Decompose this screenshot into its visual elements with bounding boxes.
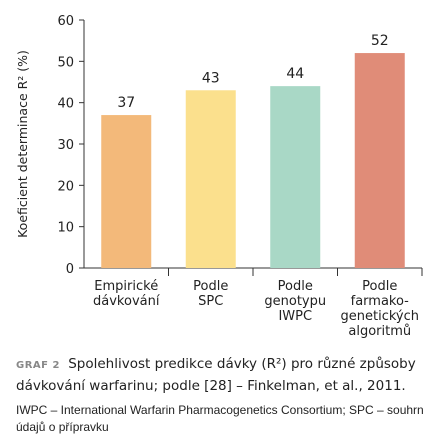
y-axis-label: Koeficient determinace R² (%) [15,50,30,238]
bar-value-label: 44 [286,66,304,82]
value-labels: 37 43 44 52 [117,33,388,111]
caption-tag: GRAF 2 [16,360,60,371]
y-tick-label: 40 [57,97,74,112]
bar [354,53,405,268]
x-category-label: genotypu [264,294,326,309]
bars [101,53,405,269]
y-tick-label: 50 [57,55,74,70]
x-category-label: genetických [341,309,420,324]
y-tick-label: 0 [66,262,74,277]
y-axis-ticks: 0 10 20 30 40 50 60 [57,14,423,277]
y-tick-label: 20 [57,179,74,194]
chart-caption: GRAF 2 Spolehlivost predikce dávky (R²) … [16,354,426,397]
x-category-label: Podle [362,279,397,294]
bar [185,90,236,269]
x-axis-labels: EmpirickédávkováníPodleSPCPodlegenotypuI… [93,279,419,339]
bar-value-label: 43 [202,70,220,86]
x-category-label: SPC [198,294,223,309]
bar-value-label: 52 [371,33,389,49]
y-tick-label: 10 [57,221,74,236]
x-category-label: dávkování [93,294,160,309]
x-category-label: Podle [278,279,313,294]
x-category-label: algoritmů [348,324,411,339]
bar [270,86,321,268]
y-tick-label: 60 [57,14,74,29]
bar-value-label: 37 [117,95,135,111]
x-category-label: Empirické [94,279,158,294]
x-category-label: farmako- [351,294,410,309]
chart-footnote: IWPC – International Warfarin Pharmacoge… [16,403,424,434]
bar-chart: 0 10 20 30 40 50 60 37 43 44 52 Empirickédávkován… [15,14,423,339]
y-tick-label: 30 [57,138,74,153]
bar [101,115,152,268]
caption-text: Spolehlivost predikce dávky (R²) pro růz… [16,356,416,394]
x-category-label: Podle [193,279,228,294]
x-category-label: IWPC [278,309,312,324]
